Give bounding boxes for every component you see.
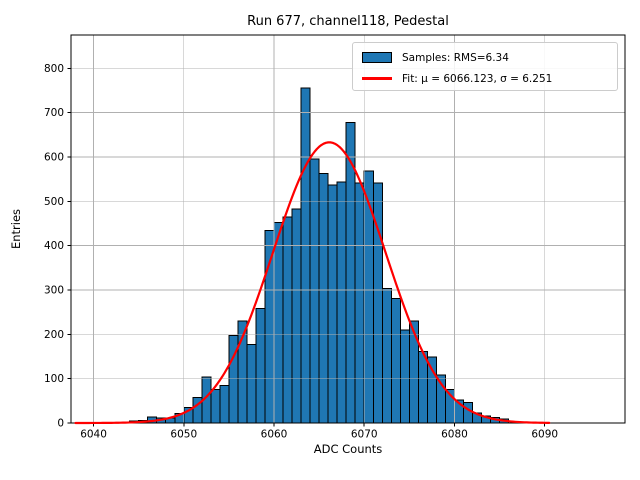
histogram-bar: [327, 184, 338, 424]
x-tick-label: 6090: [531, 429, 558, 441]
legend: Samples: RMS=6.34 Fit: μ = 6066.123, σ =…: [352, 42, 618, 91]
legend-label-samples: Samples: RMS=6.34: [402, 51, 509, 64]
histogram-bar: [408, 320, 419, 424]
y-tick-label: 400: [44, 240, 64, 252]
histogram-bar: [282, 216, 293, 424]
y-axis-label: Entries: [9, 209, 23, 249]
fit-line-swatch-icon: [362, 77, 392, 80]
plot-title: Run 677, channel118, Pedestal: [247, 14, 449, 29]
histogram-bar: [219, 384, 230, 424]
histogram-swatch-icon: [362, 52, 392, 63]
y-tick-label: 800: [44, 63, 64, 75]
legend-entry-samples: Samples: RMS=6.34: [362, 47, 609, 68]
legend-entry-fit: Fit: μ = 6066.123, σ = 6.251: [362, 68, 609, 89]
histogram-bar: [291, 208, 302, 424]
histogram-bar: [309, 158, 320, 424]
histogram-bar: [399, 329, 410, 424]
y-tick-label: 300: [44, 284, 64, 296]
histogram-bar: [318, 172, 329, 424]
y-tick-label: 700: [44, 107, 64, 119]
histogram-bar: [462, 402, 474, 424]
y-tick-label: 500: [44, 196, 64, 208]
axes-spines: [70, 34, 626, 424]
x-tick-label: 6050: [170, 429, 197, 441]
histogram-bar: [210, 389, 221, 424]
histogram-bar: [426, 356, 437, 424]
x-tick-label: 6070: [351, 429, 378, 441]
x-tick-label: 6040: [80, 429, 107, 441]
gaussian-fit-curve: [74, 141, 551, 425]
y-tick-label: 600: [44, 151, 64, 163]
histogram-bars: [129, 87, 510, 424]
x-tick-label: 6060: [261, 429, 288, 441]
histogram-bar: [246, 344, 257, 424]
histogram-bar: [336, 181, 347, 424]
histogram-bar: [273, 222, 284, 424]
y-tick-label: 0: [57, 418, 64, 430]
histogram-bar: [381, 288, 392, 424]
legend-label-fit: Fit: μ = 6066.123, σ = 6.251: [402, 72, 553, 85]
tick-labels: 6040 6050 6060 6070 6080 6090 0 100 200 300 400 500…: [44, 63, 558, 441]
x-tick-label: 6080: [441, 429, 468, 441]
histogram-bar: [390, 297, 401, 424]
histogram-bar: [354, 182, 365, 424]
histogram-bar: [255, 308, 266, 424]
x-axis-label: ADC Counts: [314, 442, 383, 456]
histogram-bar: [417, 351, 428, 424]
histogram-bar: [300, 87, 311, 424]
y-tick-label: 100: [44, 373, 64, 385]
y-tick-label: 200: [44, 329, 64, 341]
tick-marks: [67, 67, 546, 427]
